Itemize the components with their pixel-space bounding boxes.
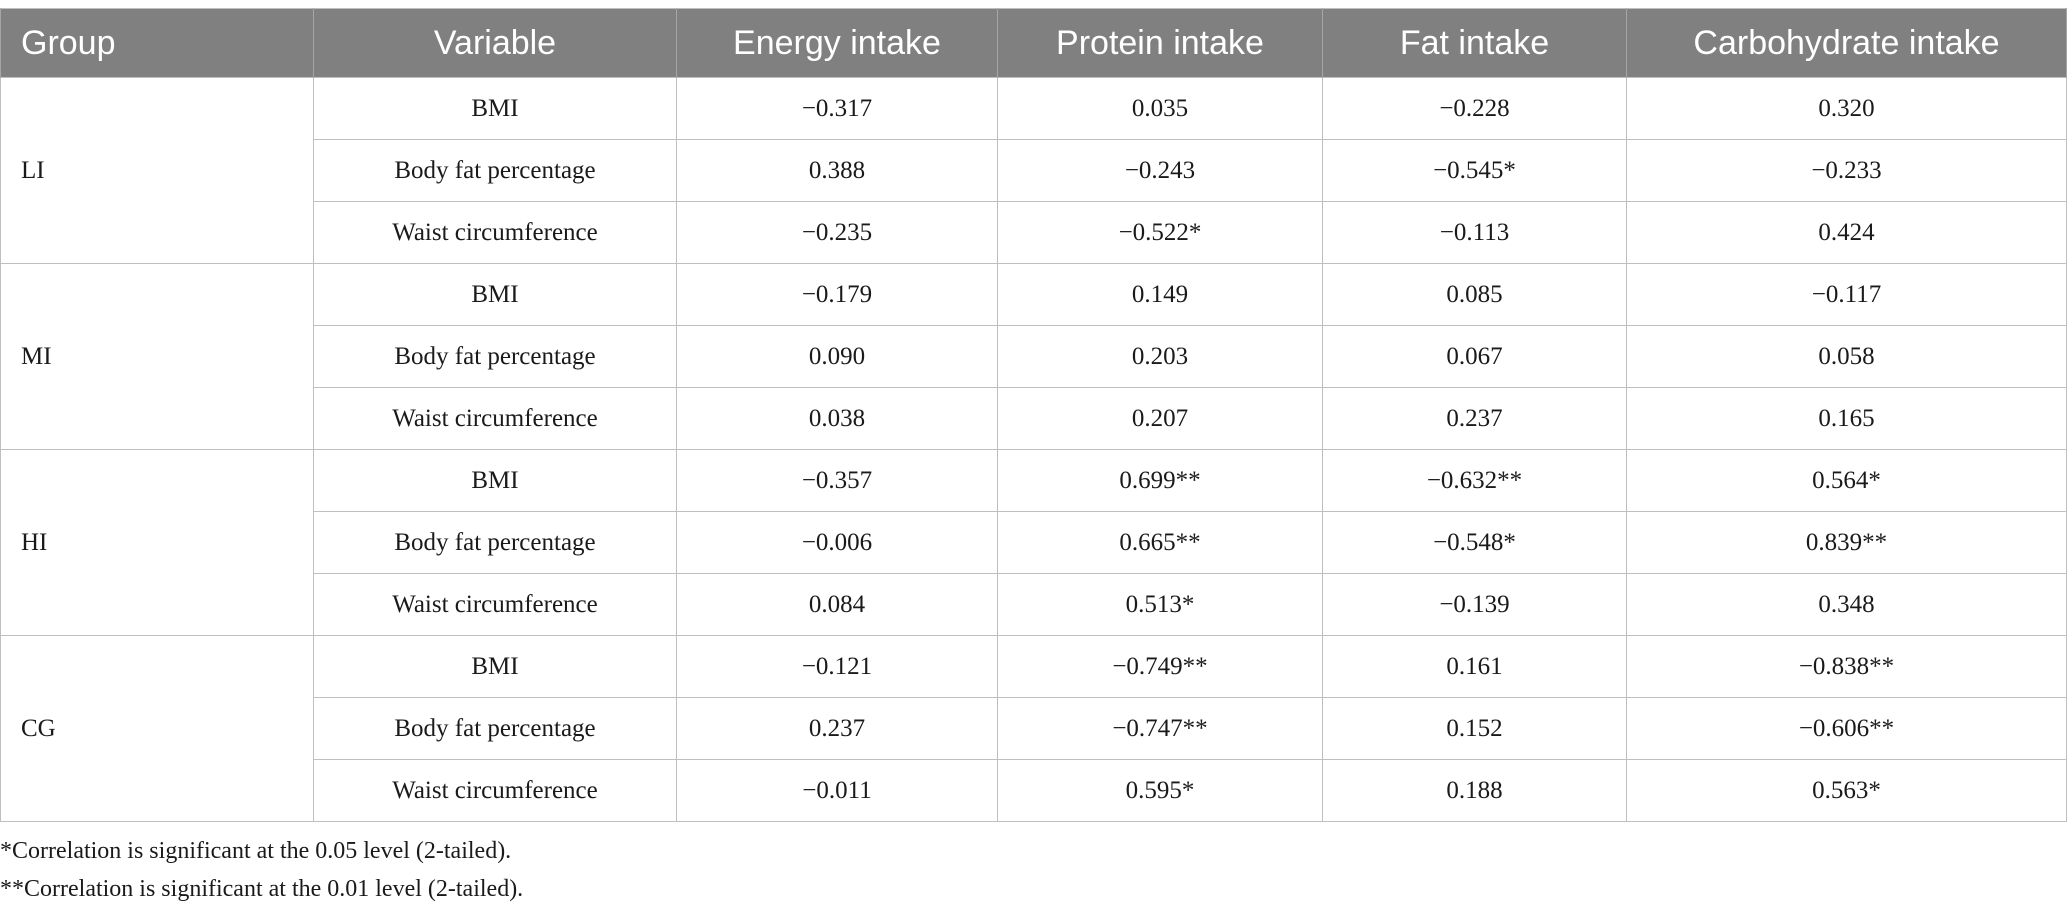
table-row: CG BMI −0.121 −0.749** 0.161 −0.838** — [0, 635, 2067, 822]
variable-cell: BMI — [313, 77, 677, 140]
fat-cell: 0.188 — [1322, 759, 1627, 822]
correlation-table: Group Variable Energy intake Protein int… — [0, 8, 2067, 822]
protein-cell: 0.665** — [997, 511, 1323, 574]
table-row: HI BMI −0.357 0.699** −0.632** 0.564* — [0, 449, 2067, 636]
group-label: MI — [0, 263, 314, 450]
energy-cell: −0.235 — [676, 201, 998, 264]
protein-cell: 0.035 — [997, 77, 1323, 140]
table-row: Waist circumference −0.011 0.595* 0.188 … — [1, 759, 2067, 822]
carbohydrate-cell: 0.564* — [1626, 449, 2067, 512]
energy-cell: −0.179 — [676, 263, 998, 326]
fat-cell: 0.067 — [1322, 325, 1627, 388]
carbohydrate-cell: −0.606** — [1626, 697, 2067, 760]
carbohydrate-cell: 0.348 — [1626, 573, 2067, 636]
fat-cell: −0.139 — [1322, 573, 1627, 636]
protein-cell: 0.595* — [997, 759, 1323, 822]
energy-cell: −0.357 — [676, 449, 998, 512]
table-body: LI BMI −0.317 0.035 −0.228 0.320 Body fa… — [0, 77, 2067, 822]
group-label: LI — [0, 77, 314, 264]
fat-cell: −0.113 — [1322, 201, 1627, 264]
energy-cell: 0.084 — [676, 573, 998, 636]
column-header-protein-intake: Protein intake — [997, 8, 1323, 78]
protein-cell: −0.243 — [997, 139, 1323, 202]
table-row: MI BMI −0.179 0.149 0.085 −0.117 — [0, 263, 2067, 450]
fat-cell: 0.237 — [1322, 387, 1627, 450]
carbohydrate-cell: 0.424 — [1626, 201, 2067, 264]
energy-cell: 0.388 — [676, 139, 998, 202]
correlation-table-container: Group Variable Energy intake Protein int… — [0, 8, 2067, 822]
fat-cell: 0.085 — [1322, 263, 1627, 326]
protein-cell: 0.149 — [997, 263, 1323, 326]
table-footnotes: *Correlation is significant at the 0.05 … — [0, 832, 523, 908]
energy-cell: 0.038 — [676, 387, 998, 450]
protein-cell: 0.207 — [997, 387, 1323, 450]
footnote-significance-001: **Correlation is significant at the 0.01… — [0, 876, 524, 902]
protein-cell: −0.522* — [997, 201, 1323, 264]
energy-cell: −0.011 — [676, 759, 998, 822]
energy-cell: −0.317 — [676, 77, 998, 140]
table-row: LI BMI −0.317 0.035 −0.228 0.320 — [0, 77, 2067, 264]
table-row: Waist circumference 0.084 0.513* −0.139 … — [1, 573, 2067, 636]
fat-cell: −0.545* — [1322, 139, 1627, 202]
table-row: Waist circumference 0.038 0.207 0.237 0.… — [1, 387, 2067, 450]
column-header-energy-intake: Energy intake — [676, 8, 998, 78]
carbohydrate-cell: −0.233 — [1626, 139, 2067, 202]
carbohydrate-cell: 0.563* — [1626, 759, 2067, 822]
variable-cell: Body fat percentage — [313, 511, 677, 574]
column-header-fat-intake: Fat intake — [1322, 8, 1627, 78]
variable-cell: Waist circumference — [313, 201, 677, 264]
table-row: Body fat percentage 0.237 −0.747** 0.152… — [1, 697, 2067, 760]
carbohydrate-cell: 0.165 — [1626, 387, 2067, 450]
variable-cell: Body fat percentage — [313, 325, 677, 388]
protein-cell: 0.203 — [997, 325, 1323, 388]
variable-cell: BMI — [313, 449, 677, 512]
carbohydrate-cell: 0.839** — [1626, 511, 2067, 574]
carbohydrate-cell: −0.838** — [1626, 635, 2067, 698]
energy-cell: 0.237 — [676, 697, 998, 760]
protein-cell: −0.747** — [997, 697, 1323, 760]
table-row: Body fat percentage 0.090 0.203 0.067 0.… — [1, 325, 2067, 388]
fat-cell: −0.228 — [1322, 77, 1627, 140]
variable-cell: Body fat percentage — [313, 139, 677, 202]
protein-cell: 0.699** — [997, 449, 1323, 512]
protein-cell: 0.513* — [997, 573, 1323, 636]
header-row: Group Variable Energy intake Protein int… — [0, 8, 2067, 78]
group-label: CG — [0, 635, 314, 822]
energy-cell: −0.121 — [676, 635, 998, 698]
variable-cell: BMI — [313, 635, 677, 698]
variable-cell: Waist circumference — [313, 573, 677, 636]
column-header-variable: Variable — [313, 8, 677, 78]
group-label: HI — [0, 449, 314, 636]
table-row: Waist circumference −0.235 −0.522* −0.11… — [1, 201, 2067, 264]
variable-cell: Waist circumference — [313, 759, 677, 822]
column-header-group: Group — [0, 8, 314, 78]
energy-cell: 0.090 — [676, 325, 998, 388]
fat-cell: 0.161 — [1322, 635, 1627, 698]
energy-cell: −0.006 — [676, 511, 998, 574]
protein-cell: −0.749** — [997, 635, 1323, 698]
table-row: Body fat percentage −0.006 0.665** −0.54… — [1, 511, 2067, 574]
variable-cell: BMI — [313, 263, 677, 326]
column-header-carbohydrate-intake: Carbohydrate intake — [1626, 8, 2067, 78]
fat-cell: −0.548* — [1322, 511, 1627, 574]
fat-cell: −0.632** — [1322, 449, 1627, 512]
carbohydrate-cell: 0.320 — [1626, 77, 2067, 140]
footnote-significance-005: *Correlation is significant at the 0.05 … — [0, 838, 512, 864]
carbohydrate-cell: −0.117 — [1626, 263, 2067, 326]
carbohydrate-cell: 0.058 — [1626, 325, 2067, 388]
fat-cell: 0.152 — [1322, 697, 1627, 760]
variable-cell: Body fat percentage — [313, 697, 677, 760]
variable-cell: Waist circumference — [313, 387, 677, 450]
